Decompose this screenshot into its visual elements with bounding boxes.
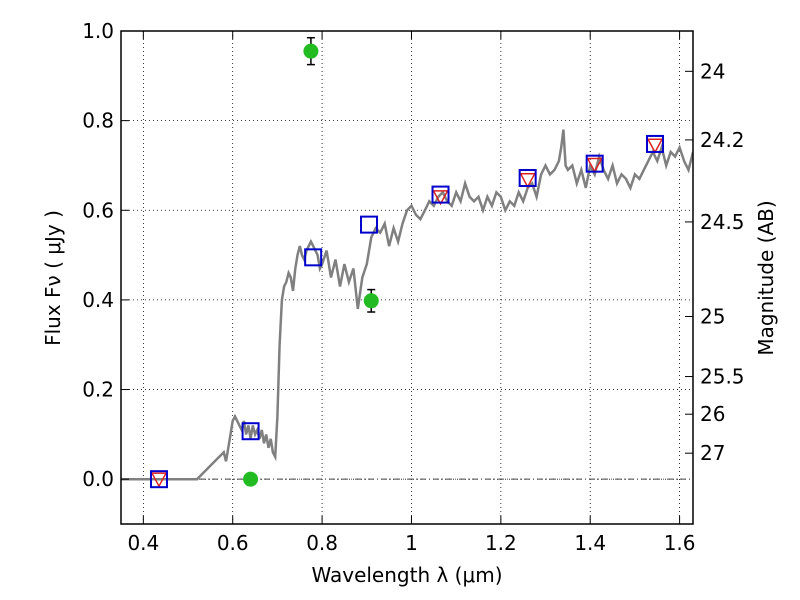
model-square-marker xyxy=(518,169,537,188)
x-tick-label: 0.4 xyxy=(127,531,159,555)
x-tick-label: 1.4 xyxy=(574,531,606,555)
magnitude-tick-label: 24 xyxy=(700,59,725,83)
y-tick-label: 0.8 xyxy=(82,109,114,133)
y-tick-label: 0.2 xyxy=(82,378,114,402)
model-triangle-marker xyxy=(646,138,664,154)
magnitude-tick-label: 26 xyxy=(700,402,725,426)
x-axis-ticks: 0.4 0.6 0.8 1 1.2 1.4 1.6 xyxy=(127,31,696,555)
model-square-marker xyxy=(646,134,665,153)
model-triangle-marker xyxy=(586,157,603,174)
model-triangle-marker xyxy=(519,173,536,189)
x-tick-label: 1.2 xyxy=(485,531,517,555)
magnitude-axis-ticks: 24 24.2 24.5 25 25.5 26 27 xyxy=(685,59,745,465)
magnitude-tick-label: 25.5 xyxy=(700,365,745,389)
model-square-marker xyxy=(149,470,168,489)
magnitude-tick-label: 24.5 xyxy=(700,210,745,234)
model-triangle-marker xyxy=(432,190,449,206)
model-spectrum-line xyxy=(121,129,693,481)
magnitude-tick-label: 24.2 xyxy=(700,128,745,152)
x-tick-label: 0.8 xyxy=(306,531,338,555)
y-tick-label: 0.4 xyxy=(82,288,114,312)
x-axis-label: Wavelength λ (μm) xyxy=(311,563,502,587)
observed-point xyxy=(243,471,259,487)
magnitude-axis-label: Magnitude (AB) xyxy=(754,200,778,355)
model-square-marker xyxy=(431,185,450,204)
y-tick-label: 0.0 xyxy=(82,467,114,491)
model-triangle-markers xyxy=(150,138,664,488)
magnitude-tick-label: 25 xyxy=(700,304,725,328)
magnitude-tick-label: 27 xyxy=(700,441,725,465)
x-tick-label: 1.6 xyxy=(664,531,696,555)
x-tick-label: 1 xyxy=(405,531,418,555)
observed-points xyxy=(243,36,379,487)
y-axis-label: Flux Fν ( μJy ) xyxy=(41,210,65,346)
observed-point xyxy=(303,43,319,59)
y-tick-label: 0.6 xyxy=(82,198,114,222)
model-triangle-marker xyxy=(150,472,168,488)
y-axis-ticks: 0.0 0.2 0.4 0.6 0.8 1.0 xyxy=(82,19,129,491)
x-tick-label: 0.6 xyxy=(217,531,249,555)
model-square-markers xyxy=(149,134,665,489)
plot-background xyxy=(121,31,693,524)
model-square-marker xyxy=(241,422,260,441)
model-square-marker xyxy=(304,248,323,267)
model-square-marker xyxy=(585,154,604,173)
observed-point xyxy=(363,293,379,309)
model-square-marker xyxy=(360,215,379,234)
plot-frame xyxy=(120,30,694,525)
y-tick-label: 1.0 xyxy=(82,19,114,43)
